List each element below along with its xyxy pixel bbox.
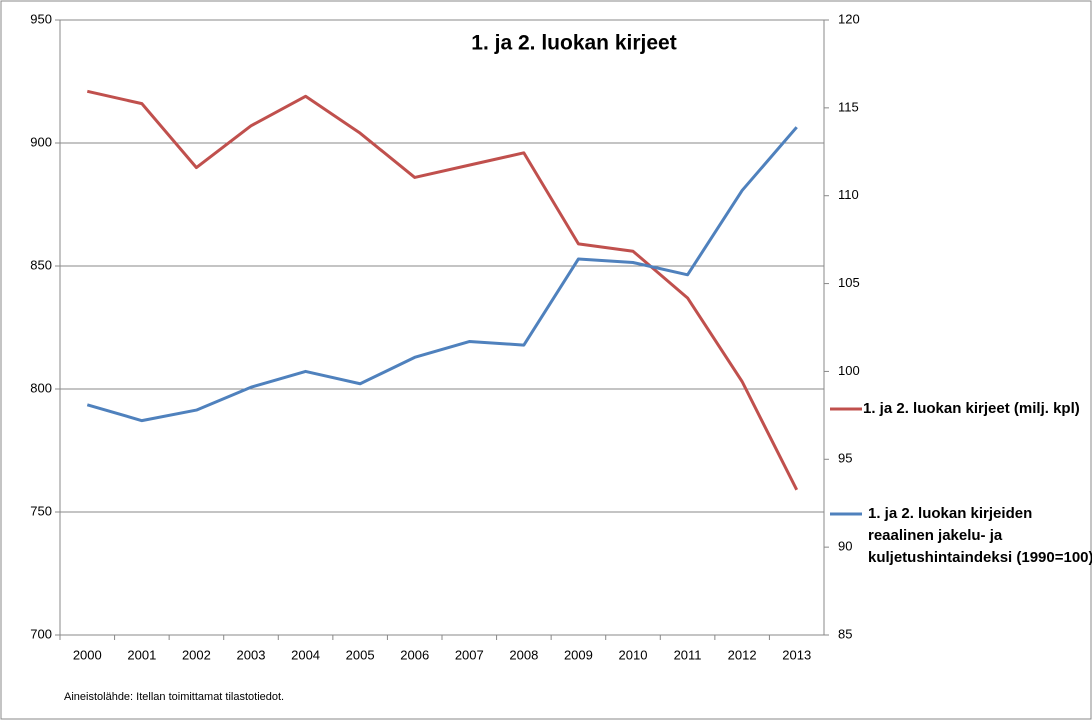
x-tick-label: 2009: [564, 647, 593, 662]
x-tick-label: 2002: [182, 647, 211, 662]
series-line: [86, 89, 799, 491]
y2-tick-label: 90: [838, 539, 852, 554]
y-tick-label: 700: [30, 626, 52, 641]
y-tick-label: 900: [30, 134, 52, 149]
y-tick-label: 800: [30, 380, 52, 395]
legend-label: 1. ja 2. luokan kirjeiden reaalinen jake…: [868, 505, 1092, 566]
y2-tick-label: 120: [838, 11, 860, 26]
x-tick-label: 2003: [237, 647, 266, 662]
y2-tick-label: 85: [838, 626, 852, 641]
y2-tick-label: 100: [838, 363, 860, 378]
source-note: Aineistolähde: Itellan toimittamat tilas…: [64, 691, 284, 703]
chart-title: 1. ja 2. luokan kirjeet: [471, 32, 676, 55]
x-tick-label: 2005: [346, 647, 375, 662]
y2-tick-label: 115: [838, 99, 859, 114]
y2-tick-label: 105: [838, 275, 860, 290]
x-tick-label: 2006: [400, 647, 429, 662]
y-tick-label: 850: [30, 257, 52, 272]
series-line: [86, 126, 798, 423]
x-tick-label: 2013: [782, 647, 811, 662]
x-tick-label: 2010: [619, 647, 648, 662]
x-tick-label: 2004: [291, 647, 320, 662]
x-tick-label: 2000: [73, 647, 102, 662]
x-tick-label: 2001: [127, 647, 156, 662]
y2-tick-label: 95: [838, 451, 852, 466]
y-tick-label: 950: [30, 11, 52, 26]
x-tick-label: 2012: [728, 647, 757, 662]
legend-label: 1. ja 2. luokan kirjeet (milj. kpl): [863, 400, 1080, 417]
y-tick-label: 750: [30, 503, 52, 518]
y2-tick-label: 110: [838, 187, 859, 202]
x-tick-label: 2011: [674, 647, 702, 662]
x-tick-label: 2008: [509, 647, 538, 662]
x-tick-label: 2007: [455, 647, 484, 662]
